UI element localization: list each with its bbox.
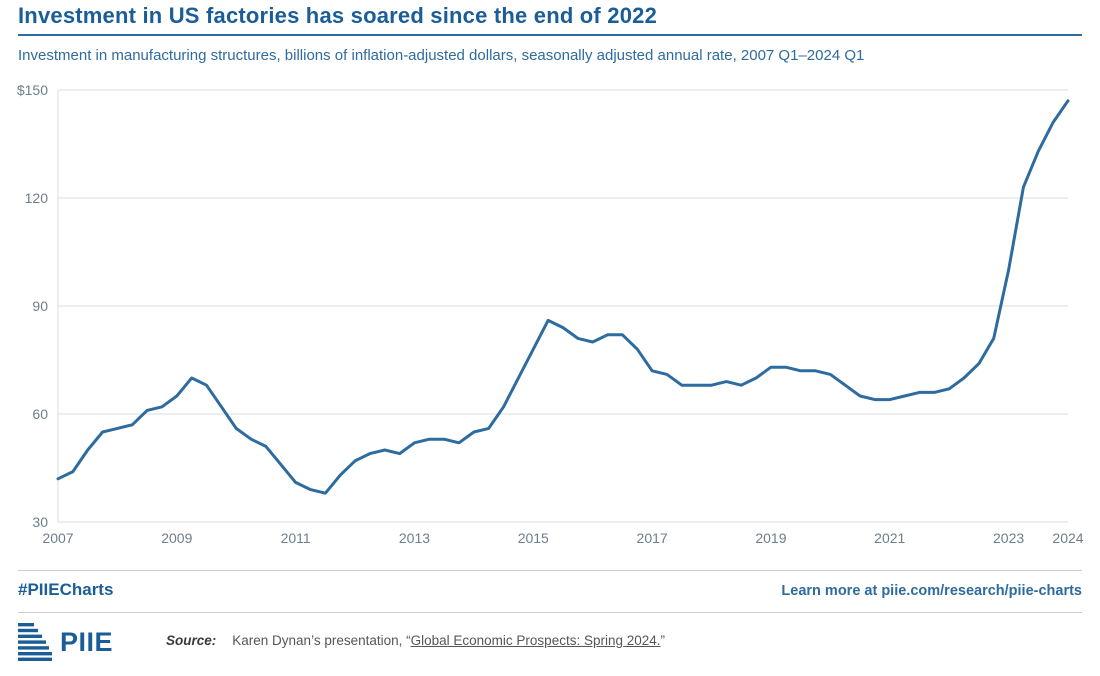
x-tick-label: 2019 <box>755 530 786 546</box>
x-tick-label: 2023 <box>993 530 1024 546</box>
x-tick-label: 2007 <box>42 530 73 546</box>
footer-divider-bottom <box>18 612 1082 613</box>
source-text: Karen Dynan’s presentation, “ <box>232 633 411 648</box>
y-tick-label: 60 <box>32 406 48 422</box>
x-tick-label: 2009 <box>161 530 192 546</box>
chart-subtitle: Investment in manufacturing structures, … <box>18 47 865 64</box>
footer-divider-top <box>18 570 1082 571</box>
x-tick-label: 2024 <box>1052 530 1083 546</box>
footer-social-row: #PIIECharts Learn more at piie.com/resea… <box>18 580 1082 600</box>
piie-logo-text: PIIE <box>60 626 114 657</box>
y-tick-label: 90 <box>32 298 48 314</box>
y-tick-label: 30 <box>32 514 48 530</box>
source-link[interactable]: Global Economic Prospects: Spring 2024. <box>410 633 661 648</box>
source-closing-quote: ” <box>660 633 666 648</box>
source-label: Source: <box>166 633 217 648</box>
piie-logo-icon <box>18 623 52 661</box>
x-tick-label: 2017 <box>637 530 668 546</box>
x-tick-label: 2015 <box>518 530 549 546</box>
investment-line-series <box>56 99 1070 495</box>
footer-source-row: PIIE Source: Karen Dynan’s presentation, … <box>18 620 1082 670</box>
learn-more-link[interactable]: Learn more at piie.com/research/piie-cha… <box>781 583 1082 599</box>
y-tick-label: 120 <box>25 190 49 206</box>
piie-charts-hashtag: #PIIECharts <box>18 580 114 599</box>
y-tick-label: $150 <box>17 82 48 98</box>
x-tick-label: 2011 <box>281 530 311 546</box>
source-line: Source: Karen Dynan’s presentation, “Glob… <box>166 633 665 648</box>
x-tick-label: 2021 <box>874 530 905 546</box>
piie-logo: PIIE <box>18 623 113 661</box>
page-title: Investment in US factories has soared si… <box>18 3 658 28</box>
x-tick-label: 2013 <box>399 530 430 546</box>
title-divider <box>18 34 1082 36</box>
